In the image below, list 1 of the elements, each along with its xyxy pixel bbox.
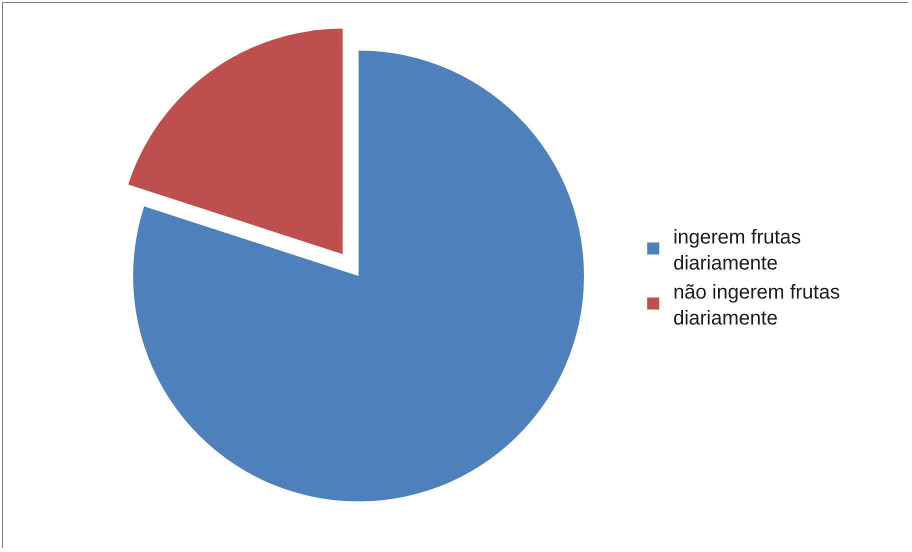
legend-label: não ingerem frutas diariamente	[673, 281, 840, 330]
